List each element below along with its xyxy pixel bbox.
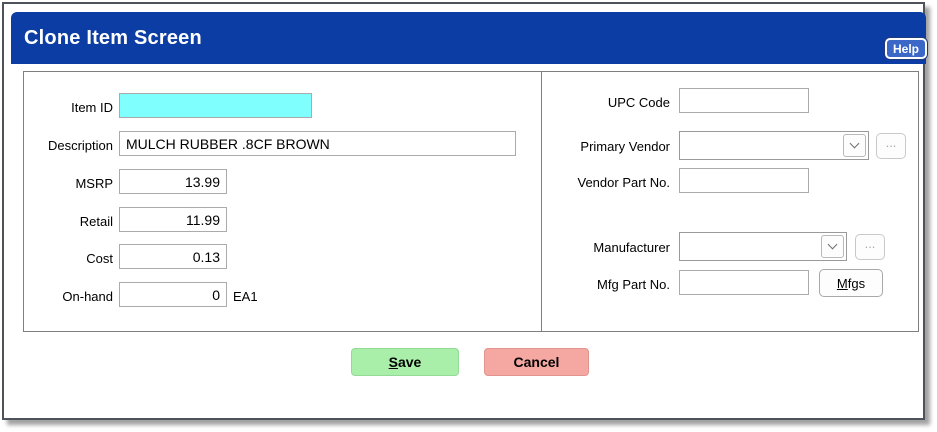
item-id-label: Item ID bbox=[71, 100, 113, 115]
msrp-input[interactable] bbox=[119, 169, 227, 194]
primary-vendor-select[interactable] bbox=[679, 131, 869, 160]
upc-code-label: UPC Code bbox=[607, 95, 670, 110]
primary-vendor-label: Primary Vendor bbox=[580, 139, 670, 154]
title-bar: Clone Item Screen Help bbox=[11, 12, 927, 64]
vendor-part-label: Vendor Part No. bbox=[577, 175, 671, 190]
retail-input[interactable] bbox=[119, 207, 227, 232]
mfg-part-label: Mfg Part No. bbox=[597, 277, 670, 292]
msrp-label: MSRP bbox=[75, 176, 113, 191]
cost-input[interactable] bbox=[119, 244, 227, 269]
unit-of-measure: EA1 bbox=[233, 289, 258, 304]
description-input[interactable] bbox=[119, 131, 516, 156]
upc-code-input[interactable] bbox=[679, 88, 809, 113]
on-hand-input[interactable] bbox=[119, 282, 227, 307]
primary-vendor-browse-button[interactable]: ... bbox=[876, 133, 906, 159]
page-title: Clone Item Screen bbox=[24, 27, 202, 49]
mfgs-button-label: Mfgs bbox=[836, 275, 866, 291]
vendor-part-input[interactable] bbox=[679, 168, 809, 193]
chevron-down-icon[interactable] bbox=[821, 235, 844, 258]
manufacturer-browse-button[interactable]: ... bbox=[855, 234, 885, 260]
description-label: Description bbox=[47, 138, 113, 153]
mfg-part-input[interactable] bbox=[679, 270, 809, 295]
mfgs-button[interactable]: Mfgs bbox=[819, 269, 883, 297]
save-button[interactable]: Save bbox=[351, 348, 459, 376]
retail-label: Retail bbox=[79, 214, 113, 229]
save-button-label: Save bbox=[388, 354, 422, 370]
clone-item-window: Clone Item Screen Help Item ID Descripti… bbox=[2, 2, 927, 420]
panel-divider bbox=[541, 71, 542, 332]
on-hand-label: On-hand bbox=[62, 289, 113, 304]
cancel-button-label: Cancel bbox=[513, 354, 560, 370]
manufacturer-label: Manufacturer bbox=[593, 240, 670, 255]
chevron-down-icon[interactable] bbox=[843, 134, 866, 157]
cost-label: Cost bbox=[86, 251, 113, 266]
item-id-input[interactable] bbox=[119, 93, 312, 118]
manufacturer-select[interactable] bbox=[679, 232, 847, 261]
help-button[interactable]: Help bbox=[885, 38, 927, 59]
cancel-button[interactable]: Cancel bbox=[484, 348, 589, 376]
